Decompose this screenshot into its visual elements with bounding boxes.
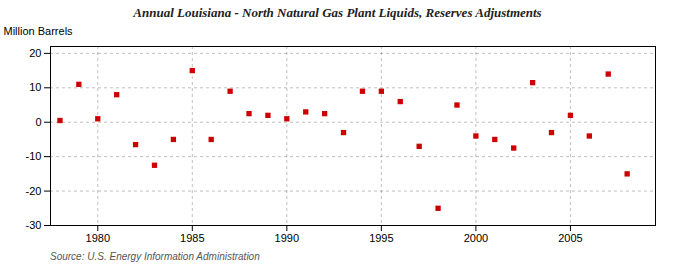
svg-text:-10: -10 [26,150,42,162]
html-text:Annual Louisiana - North Natur: Annual Louisiana - North Natural Gas Pla… [133,5,542,20]
svg-text:1990: 1990 [275,232,299,244]
html-text:Source: U.S. Energy Informatio: Source: U.S. Energy Information Administ… [50,251,260,262]
svg-text:10: 10 [29,81,41,93]
svg-text:2005: 2005 [558,232,582,244]
svg-text:0: 0 [35,116,41,128]
svg-text:Million Barrels: Million Barrels [4,25,74,37]
svg-text:1995: 1995 [369,232,393,244]
svg-text:-30: -30 [26,219,42,231]
svg-text:-20: -20 [26,185,42,197]
svg-text:1980: 1980 [86,232,110,244]
svg-text:1985: 1985 [180,232,204,244]
svg-text:20: 20 [29,47,41,59]
svg-text:2000: 2000 [464,232,488,244]
